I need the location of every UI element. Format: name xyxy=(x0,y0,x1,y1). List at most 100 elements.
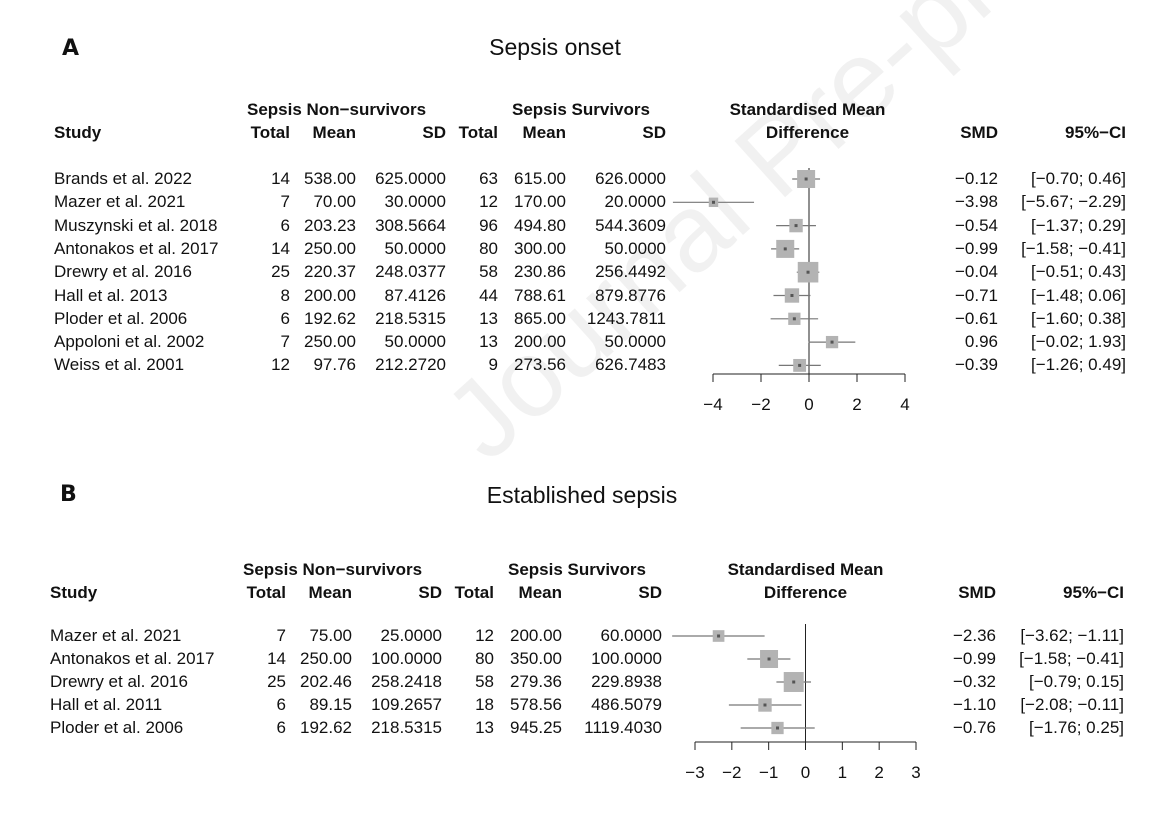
smd-value: −0.99 xyxy=(954,238,998,258)
x-tick-label: −2 xyxy=(722,763,741,782)
survivor-total: 13 xyxy=(479,332,498,352)
nonsurvivor-mean: 538.00 xyxy=(304,169,356,188)
panel-label: B xyxy=(60,482,77,507)
x-tick-label: 0 xyxy=(801,763,810,782)
point-estimate xyxy=(792,680,796,684)
nonsurvivor-sd: 50.0000 xyxy=(384,238,446,258)
survivor-sd: 1119.4030 xyxy=(584,718,662,737)
header-mean-1: Mean xyxy=(308,583,352,602)
nonsurvivor-sd: 308.5664 xyxy=(375,215,446,235)
survivor-total: 44 xyxy=(479,285,498,305)
survivor-mean: 200.00 xyxy=(510,626,562,645)
survivor-sd: 626.0000 xyxy=(595,169,666,188)
smd-value: −3.98 xyxy=(954,192,998,212)
survivor-mean: 865.00 xyxy=(514,308,566,328)
header-mean-2: Mean xyxy=(518,583,562,602)
nonsurvivor-total: 12 xyxy=(271,355,290,375)
ci-value: [−0.70; 0.46] xyxy=(1031,169,1126,188)
x-tick-label: 0 xyxy=(804,395,813,414)
point-estimate xyxy=(798,363,802,367)
header-difference: Difference xyxy=(763,583,848,602)
nonsurvivor-mean: 70.00 xyxy=(313,192,356,212)
smd-value: −0.99 xyxy=(952,649,996,668)
study-name: Brands et al. 2022 xyxy=(54,169,192,188)
study-name: Weiss et al. 2001 xyxy=(54,355,185,375)
survivor-total: 18 xyxy=(475,695,494,714)
nonsurvivor-total: 7 xyxy=(280,192,290,212)
header-smd: SMD xyxy=(958,583,996,602)
point-estimate xyxy=(792,317,796,321)
nonsurvivor-sd: 218.5315 xyxy=(371,718,442,737)
header-study: Study xyxy=(50,583,98,602)
panel-title: Sepsis onset xyxy=(489,34,621,60)
nonsurvivor-mean: 192.62 xyxy=(304,308,356,328)
nonsurvivor-mean: 192.62 xyxy=(300,718,352,737)
survivor-sd: 229.8938 xyxy=(591,672,662,691)
smd-value: −0.12 xyxy=(954,169,998,188)
header-survivors: Sepsis Survivors xyxy=(508,560,646,579)
ci-value: [−0.02; 1.93] xyxy=(1031,332,1126,352)
survivor-mean: 170.00 xyxy=(514,192,566,212)
survivor-mean: 945.25 xyxy=(510,718,562,737)
survivor-sd: 50.0000 xyxy=(604,238,666,258)
header-sd-1: SD xyxy=(422,123,446,142)
smd-value: −0.54 xyxy=(954,215,998,235)
survivor-total: 63 xyxy=(479,169,498,188)
header-smd-title: Standardised Mean xyxy=(729,100,886,119)
survivor-sd: 1243.7811 xyxy=(586,308,666,328)
survivor-mean: 300.00 xyxy=(514,238,566,258)
survivor-sd: 626.7483 xyxy=(595,355,666,375)
survivor-sd: 879.8776 xyxy=(595,285,666,305)
survivor-mean: 578.56 xyxy=(510,695,562,714)
point-estimate xyxy=(776,726,780,730)
survivor-mean: 279.36 xyxy=(510,672,562,691)
ci-value: [−5.67; −2.29] xyxy=(1021,192,1126,212)
nonsurvivor-mean: 89.15 xyxy=(309,695,352,714)
nonsurvivor-total: 14 xyxy=(271,238,290,258)
nonsurvivor-sd: 109.2657 xyxy=(371,695,442,714)
survivor-mean: 615.00 xyxy=(514,169,566,188)
survivor-total: 80 xyxy=(479,238,498,258)
header-difference: Difference xyxy=(765,123,850,142)
nonsurvivor-sd: 87.4126 xyxy=(384,285,446,305)
ci-value: [−2.08; −0.11] xyxy=(1020,695,1124,714)
smd-value: −0.39 xyxy=(954,355,998,375)
survivor-sd: 544.3609 xyxy=(595,215,666,235)
ci-value: [−1.76; 0.25] xyxy=(1029,718,1124,737)
survivor-total: 58 xyxy=(475,672,494,691)
survivor-sd: 60.0000 xyxy=(600,626,662,645)
nonsurvivor-mean: 250.00 xyxy=(304,332,356,352)
header-sd-1: SD xyxy=(418,583,442,602)
header-nonsurvivors: Sepsis Non−survivors xyxy=(247,100,427,119)
nonsurvivor-mean: 200.00 xyxy=(304,285,356,305)
smd-value: −0.32 xyxy=(952,672,996,691)
nonsurvivor-mean: 75.00 xyxy=(309,626,352,645)
header-total-1: Total xyxy=(250,123,290,142)
smd-value: −0.71 xyxy=(954,285,998,305)
header-total-1: Total xyxy=(246,583,286,602)
point-estimate xyxy=(790,294,794,297)
smd-value: −0.61 xyxy=(954,308,998,328)
nonsurvivor-sd: 100.0000 xyxy=(371,649,442,668)
survivor-mean: 788.61 xyxy=(514,285,566,305)
header-sd-2: SD xyxy=(638,583,662,602)
nonsurvivor-total: 7 xyxy=(280,332,290,352)
point-estimate xyxy=(806,270,810,274)
nonsurvivor-total: 6 xyxy=(280,308,290,328)
study-name: Antonakos et al. 2017 xyxy=(54,238,219,258)
nonsurvivor-total: 7 xyxy=(276,626,286,645)
nonsurvivor-total: 25 xyxy=(271,262,290,282)
study-name: Hall et al. 2011 xyxy=(50,695,163,714)
survivor-total: 80 xyxy=(475,649,494,668)
nonsurvivor-total: 6 xyxy=(280,215,290,235)
nonsurvivor-total: 14 xyxy=(271,169,290,188)
survivor-mean: 494.80 xyxy=(514,215,566,235)
header-ci: 95%−CI xyxy=(1063,583,1124,602)
ci-value: [−1.60; 0.38] xyxy=(1031,308,1126,328)
x-tick-label: 2 xyxy=(874,763,883,782)
nonsurvivor-mean: 202.46 xyxy=(300,672,352,691)
study-name: Drewry et al. 2016 xyxy=(54,262,192,282)
study-name: Ploder et al. 2006 xyxy=(54,308,188,328)
point-estimate xyxy=(767,657,771,661)
survivor-total: 13 xyxy=(475,718,494,737)
